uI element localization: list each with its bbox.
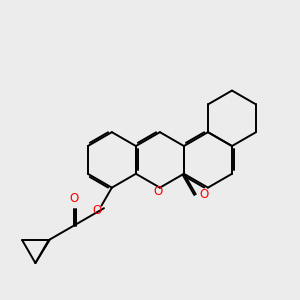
Text: O: O: [69, 191, 79, 205]
Text: O: O: [153, 185, 163, 198]
Text: O: O: [92, 204, 102, 217]
Text: O: O: [200, 188, 209, 201]
